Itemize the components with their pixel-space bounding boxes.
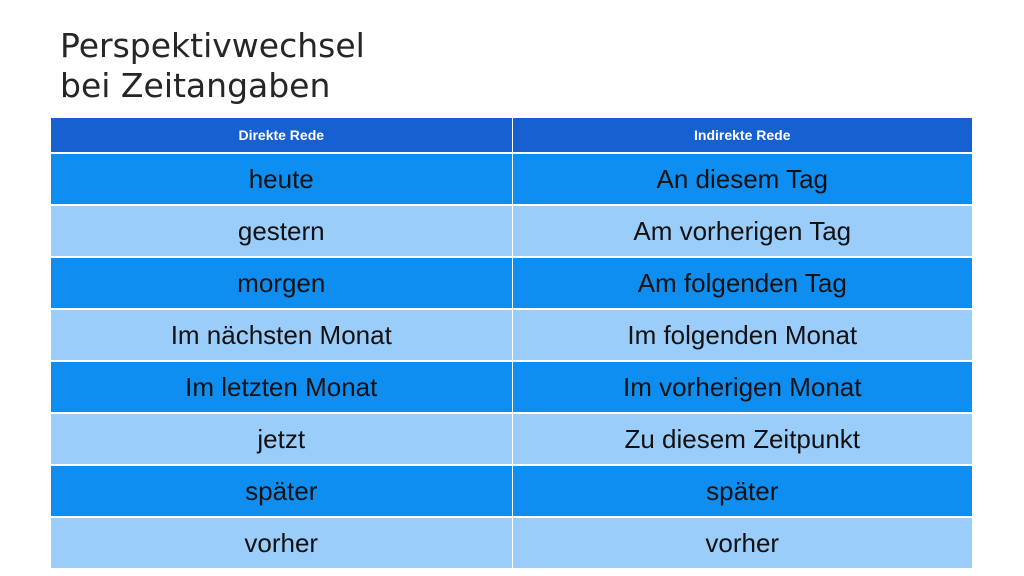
time-expressions-table-container: Direkte Rede Indirekte Rede heute An die… (51, 118, 972, 568)
cell-indirect: Im folgenden Monat (511, 308, 972, 361)
table-row: später später (51, 464, 972, 517)
slide-title-line-2: bei Zeitangaben (60, 66, 331, 105)
slide-title: Perspektivwechsel bei Zeitangaben (60, 26, 365, 106)
slide-title-line-1: Perspektivwechsel (60, 26, 365, 65)
cell-direct: jetzt (51, 412, 512, 465)
header-direkte-rede: Direkte Rede (51, 118, 512, 154)
table-row: heute An diesem Tag (51, 152, 972, 205)
cell-indirect: später (511, 464, 972, 517)
cell-direct: vorher (51, 516, 512, 568)
table-row: morgen Am folgenden Tag (51, 256, 972, 309)
table-row: jetzt Zu diesem Zeitpunkt (51, 412, 972, 465)
table-row: Im letzten Monat Im vorherigen Monat (51, 360, 972, 413)
cell-direct: gestern (51, 204, 512, 257)
cell-indirect: Am vorherigen Tag (511, 204, 972, 257)
cell-indirect: An diesem Tag (511, 152, 972, 205)
cell-indirect: Am folgenden Tag (511, 256, 972, 309)
cell-indirect: vorher (511, 516, 972, 568)
cell-direct: später (51, 464, 512, 517)
cell-direct: Im nächsten Monat (51, 308, 512, 361)
table-header-row: Direkte Rede Indirekte Rede (51, 118, 972, 154)
cell-direct: Im letzten Monat (51, 360, 512, 413)
table-row: gestern Am vorherigen Tag (51, 204, 972, 257)
table-row: vorher vorher (51, 516, 972, 568)
cell-indirect: Im vorherigen Monat (511, 360, 972, 413)
time-expressions-table: Direkte Rede Indirekte Rede heute An die… (51, 118, 972, 568)
cell-direct: morgen (51, 256, 512, 309)
cell-indirect: Zu diesem Zeitpunkt (511, 412, 972, 465)
cell-direct: heute (51, 152, 512, 205)
table-row: Im nächsten Monat Im folgenden Monat (51, 308, 972, 361)
header-indirekte-rede: Indirekte Rede (511, 118, 972, 154)
